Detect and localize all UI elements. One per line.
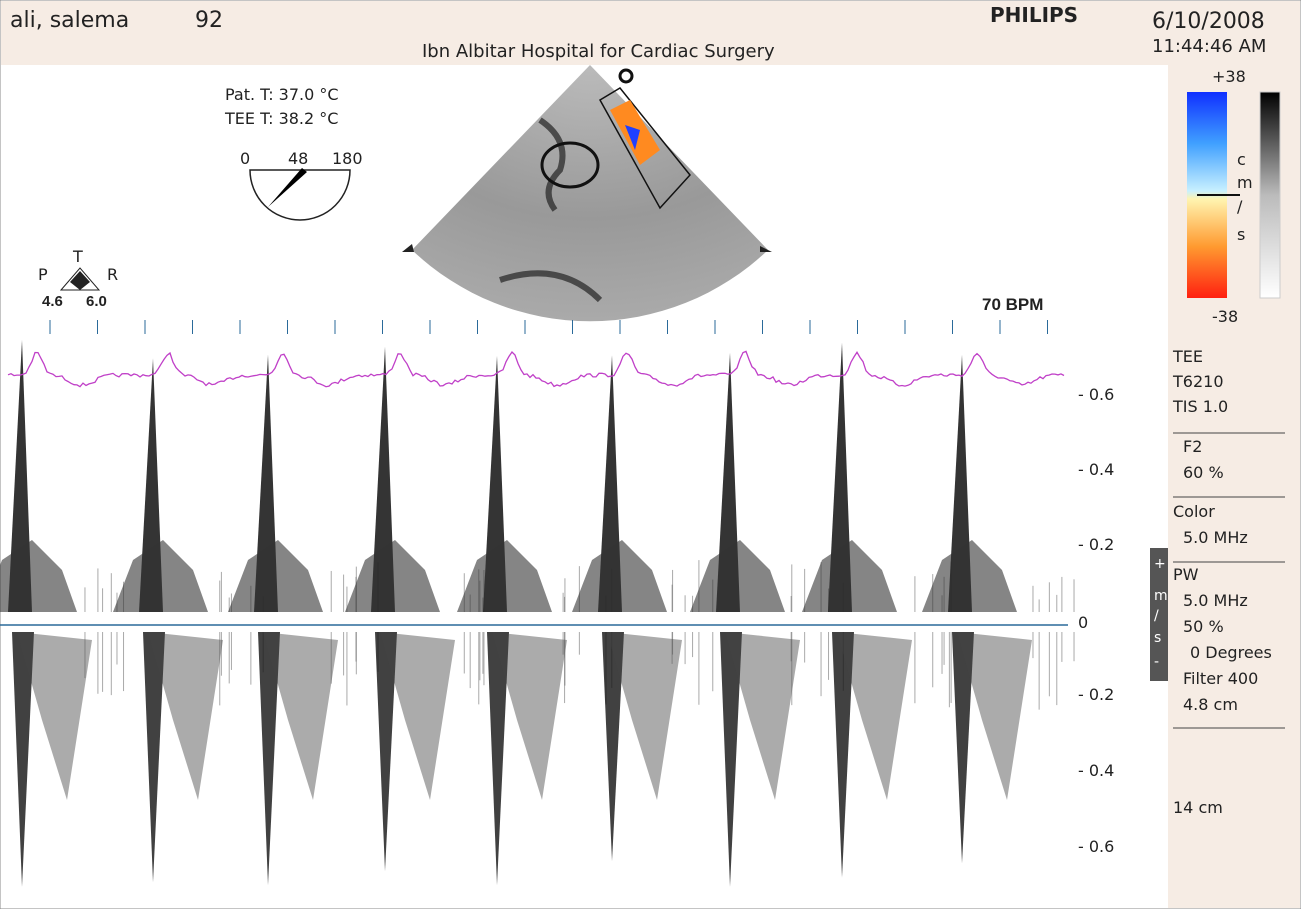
- hospital: Ibn Albitar Hospital for Cardiac Surgery: [422, 41, 775, 62]
- angle-needle: [268, 168, 307, 207]
- spectrum-body: [148, 632, 223, 800]
- spectrum-body: [725, 632, 800, 800]
- setting: TIS 1.0: [1172, 397, 1228, 416]
- scale-label: - 0.6: [1078, 837, 1114, 856]
- heart-rate: 70 BPM: [982, 295, 1043, 314]
- setting: 5.0 MHz: [1183, 591, 1248, 610]
- spectrum-body: [607, 632, 682, 800]
- spectrum-spike: [602, 632, 624, 862]
- gray-bar: [1259, 91, 1281, 299]
- spectrum-body: [957, 632, 1032, 800]
- spectrum-body: [0, 540, 77, 612]
- setting: PW: [1173, 565, 1199, 584]
- spectrum-spike: [952, 632, 974, 864]
- color-unit: c: [1237, 150, 1246, 169]
- spectrum-spike: [258, 632, 280, 886]
- color-flow: [625, 125, 640, 150]
- setting: T6210: [1172, 372, 1224, 391]
- setting: 0 Degrees: [1190, 643, 1272, 662]
- side-tab-label: -: [1154, 654, 1159, 670]
- side-tab-label: /: [1154, 608, 1159, 624]
- depth: 14 cm: [1173, 798, 1223, 817]
- spectrum-body: [922, 540, 1017, 612]
- doppler-spectrum: [0, 340, 1075, 887]
- echo-sector: [412, 65, 768, 322]
- setting: F2: [1183, 437, 1202, 456]
- scale-label: - 0.2: [1078, 685, 1114, 704]
- side-tab-label: s: [1154, 630, 1161, 646]
- ecg-trace: [7, 350, 1065, 388]
- color-box: [598, 87, 691, 210]
- angle-dial: [249, 169, 351, 221]
- date: 6/10/2008: [1152, 9, 1265, 34]
- setting: 50 %: [1183, 617, 1224, 636]
- scale-label: 0: [1078, 613, 1088, 632]
- temperature: TEE T: 38.2 °C: [224, 109, 338, 128]
- orientation-right: R: [107, 265, 118, 284]
- angle-max: 180: [332, 149, 363, 168]
- color-scale-min: -38: [1212, 307, 1238, 326]
- probe-marker: [618, 68, 634, 84]
- color-unit: s: [1237, 225, 1245, 244]
- color-unit: /: [1237, 197, 1243, 216]
- spectrum-body: [345, 540, 440, 612]
- setting: TEE: [1172, 347, 1203, 366]
- setting: Filter 400: [1183, 669, 1258, 688]
- orientation-top: T: [72, 247, 83, 266]
- echo-structure: [499, 117, 603, 303]
- spectrum-spike: [487, 632, 509, 886]
- scale-label: - 0.2: [1078, 535, 1114, 554]
- orientation-value: 6.0: [86, 293, 107, 310]
- spectrum-body: [17, 632, 92, 800]
- patient-name: ali, salema: [10, 8, 129, 33]
- header-band: [1, 1, 1300, 65]
- spectrum-spike: [832, 632, 854, 878]
- side-tab-label: m: [1154, 588, 1168, 604]
- spectrum-body: [572, 540, 667, 612]
- spectrum-body: [263, 632, 338, 800]
- spectrum-body: [837, 632, 912, 800]
- spectrum-body: [802, 540, 897, 612]
- side-tab-label: +: [1154, 556, 1166, 572]
- side-tab: [1150, 548, 1168, 681]
- time: 11:44:46 AM: [1152, 36, 1266, 57]
- scale-label: - 0.4: [1078, 761, 1114, 780]
- color-scale-max: +38: [1212, 67, 1246, 86]
- setting: 60 %: [1183, 463, 1224, 482]
- orientation-value: 4.6: [42, 293, 63, 310]
- angle-min: 0: [240, 149, 250, 168]
- spectrum-spike: [12, 632, 34, 887]
- setting: 5.0 MHz: [1183, 528, 1248, 547]
- spectrum-body: [690, 540, 785, 612]
- spectrum-body: [113, 540, 208, 612]
- spectrum-body: [228, 540, 323, 612]
- orientation-left: P: [38, 265, 48, 284]
- spectrum-body: [492, 632, 567, 800]
- color-unit: m: [1237, 173, 1253, 192]
- spectrum-spike: [375, 632, 397, 872]
- brand: PHILIPS: [990, 3, 1078, 27]
- spectrum-body: [380, 632, 455, 800]
- spectrum-spike: [143, 632, 165, 883]
- scale-label: - 0.6: [1078, 385, 1114, 404]
- spectrum-spike: [720, 632, 742, 887]
- scale-label: - 0.4: [1078, 460, 1114, 479]
- setting: 4.8 cm: [1183, 695, 1238, 714]
- temperature: Pat. T: 37.0 °C: [225, 85, 339, 104]
- orientation-icon: [70, 271, 90, 290]
- patient-age: 92: [195, 8, 223, 33]
- echo-structure: [540, 141, 600, 189]
- spectrum-body: [457, 540, 552, 612]
- angle-value: 48: [288, 149, 308, 168]
- setting: Color: [1173, 502, 1215, 521]
